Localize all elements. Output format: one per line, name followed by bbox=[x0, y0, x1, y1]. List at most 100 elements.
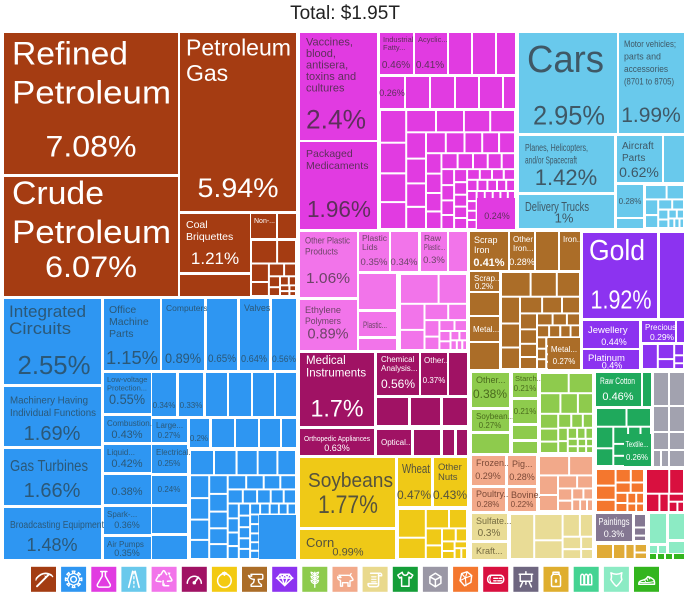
svg-text:0.27%: 0.27% bbox=[553, 357, 576, 366]
svg-text:Ethylene: Ethylene bbox=[305, 305, 341, 316]
svg-text:Gold: Gold bbox=[589, 235, 645, 267]
svg-text:Gas: Gas bbox=[186, 60, 228, 86]
svg-text:Metal...: Metal... bbox=[473, 325, 499, 334]
svg-text:Planes, Helicopters,: Planes, Helicopters, bbox=[525, 143, 588, 154]
svg-text:0.22%: 0.22% bbox=[511, 500, 534, 509]
svg-text:0.46%: 0.46% bbox=[602, 391, 633, 403]
svg-text:0.89%: 0.89% bbox=[308, 325, 349, 342]
svg-text:0.89%: 0.89% bbox=[165, 350, 201, 366]
svg-text:Refined: Refined bbox=[12, 36, 128, 72]
svg-text:0.36%: 0.36% bbox=[114, 520, 140, 530]
svg-text:Medical: Medical bbox=[306, 355, 346, 367]
svg-text:Total: $1.95T: Total: $1.95T bbox=[290, 3, 400, 24]
svg-text:6.07%: 6.07% bbox=[45, 251, 137, 284]
svg-text:0.27%: 0.27% bbox=[479, 421, 502, 430]
svg-text:1.66%: 1.66% bbox=[24, 480, 81, 502]
svg-text:Petroleum: Petroleum bbox=[186, 35, 291, 61]
svg-text:0.25%: 0.25% bbox=[158, 459, 181, 468]
svg-text:Parts: Parts bbox=[109, 328, 134, 340]
svg-text:1.21%: 1.21% bbox=[191, 249, 239, 268]
svg-text:1.7%: 1.7% bbox=[311, 396, 364, 423]
svg-text:0.46%: 0.46% bbox=[382, 60, 410, 71]
svg-text:Other...: Other... bbox=[424, 356, 450, 365]
svg-text:0.33%: 0.33% bbox=[180, 401, 203, 410]
svg-text:Fatty...: Fatty... bbox=[383, 43, 405, 52]
svg-text:Protection...: Protection... bbox=[107, 384, 147, 393]
svg-text:Frozen...: Frozen... bbox=[476, 458, 512, 468]
svg-text:1.92%: 1.92% bbox=[591, 285, 652, 315]
svg-text:0.26%: 0.26% bbox=[379, 88, 405, 98]
svg-text:0.35%: 0.35% bbox=[114, 548, 140, 558]
svg-text:Wheat: Wheat bbox=[402, 462, 430, 476]
svg-text:Pig...: Pig... bbox=[512, 459, 533, 469]
svg-text:toxins and: toxins and bbox=[306, 71, 356, 83]
svg-text:Scrap...: Scrap... bbox=[474, 274, 502, 283]
svg-text:0.3%: 0.3% bbox=[423, 255, 445, 266]
svg-text:Precious...: Precious... bbox=[645, 323, 683, 332]
svg-text:Soybeans: Soybeans bbox=[308, 469, 393, 492]
svg-text:0.3%: 0.3% bbox=[604, 529, 625, 539]
svg-text:0.41%: 0.41% bbox=[473, 257, 504, 269]
svg-text:Briquettes: Briquettes bbox=[186, 231, 233, 243]
svg-text:0.56%: 0.56% bbox=[381, 377, 415, 391]
svg-text:Motor vehicles;: Motor vehicles; bbox=[624, 39, 676, 50]
svg-text:Bovine...: Bovine... bbox=[511, 490, 546, 500]
svg-text:Products: Products bbox=[305, 247, 338, 258]
svg-text:1.69%: 1.69% bbox=[24, 423, 81, 445]
svg-text:Corn: Corn bbox=[306, 535, 334, 550]
svg-text:Circuits: Circuits bbox=[9, 320, 71, 338]
svg-text:1.96%: 1.96% bbox=[307, 196, 371, 222]
svg-text:Individual Functions: Individual Functions bbox=[10, 407, 96, 419]
svg-text:5.94%: 5.94% bbox=[198, 173, 279, 203]
svg-text:Aircraft: Aircraft bbox=[622, 141, 654, 152]
svg-text:0.28%: 0.28% bbox=[509, 257, 535, 267]
svg-text:0.44%: 0.44% bbox=[601, 337, 627, 347]
svg-text:Kraft...: Kraft... bbox=[476, 546, 503, 556]
svg-text:Sulfate...: Sulfate... bbox=[476, 516, 512, 526]
svg-text:Raw Cotton: Raw Cotton bbox=[600, 376, 635, 386]
svg-text:Starch...: Starch... bbox=[515, 374, 543, 383]
svg-text:Paintings: Paintings bbox=[599, 517, 630, 528]
svg-text:Chemical: Chemical bbox=[381, 355, 415, 364]
svg-text:Valves: Valves bbox=[244, 303, 271, 313]
svg-text:0.43%: 0.43% bbox=[111, 429, 142, 441]
svg-text:0.26%: 0.26% bbox=[626, 453, 648, 462]
svg-text:1.99%: 1.99% bbox=[621, 104, 681, 127]
svg-text:0.27%: 0.27% bbox=[158, 431, 181, 440]
svg-text:Polymers: Polymers bbox=[305, 316, 341, 327]
svg-text:Analysis...: Analysis... bbox=[381, 364, 417, 373]
svg-text:and/or Spacecraft: and/or Spacecraft bbox=[525, 156, 577, 167]
svg-text:0.24%: 0.24% bbox=[158, 485, 181, 494]
svg-text:antisera,: antisera, bbox=[306, 60, 348, 72]
svg-text:0.24%: 0.24% bbox=[484, 211, 510, 221]
svg-text:1.48%: 1.48% bbox=[26, 535, 77, 555]
svg-text:Office: Office bbox=[109, 304, 136, 316]
svg-text:Integrated: Integrated bbox=[9, 303, 86, 321]
svg-text:0.34%: 0.34% bbox=[391, 257, 418, 268]
svg-text:Plastic: Plastic bbox=[362, 233, 388, 243]
svg-text:Air Pumps: Air Pumps bbox=[107, 540, 144, 549]
svg-text:Spark-...: Spark-... bbox=[107, 510, 137, 519]
svg-text:Nuts: Nuts bbox=[438, 472, 458, 483]
svg-text:0.2%: 0.2% bbox=[475, 282, 493, 291]
svg-text:Plastic...: Plastic... bbox=[424, 242, 445, 252]
svg-text:Iron...: Iron... bbox=[563, 235, 583, 244]
svg-text:0.42%: 0.42% bbox=[111, 458, 142, 470]
svg-text:Crude: Crude bbox=[12, 175, 104, 211]
svg-text:Petroleum: Petroleum bbox=[12, 75, 171, 111]
svg-text:blood,: blood, bbox=[306, 48, 336, 60]
svg-text:0.43%: 0.43% bbox=[433, 488, 467, 502]
svg-text:0.65%: 0.65% bbox=[208, 353, 236, 365]
svg-text:0.35%: 0.35% bbox=[361, 257, 388, 268]
svg-text:Medicaments: Medicaments bbox=[306, 160, 368, 172]
svg-text:0.29%: 0.29% bbox=[650, 332, 675, 342]
svg-text:Broadcasting Equipment: Broadcasting Equipment bbox=[10, 520, 104, 531]
svg-text:Other Plastic: Other Plastic bbox=[305, 236, 350, 247]
svg-text:Metal...: Metal... bbox=[551, 345, 577, 354]
svg-text:Scrap: Scrap bbox=[474, 235, 498, 245]
svg-text:0.2%: 0.2% bbox=[190, 434, 208, 443]
svg-text:Petroleum: Petroleum bbox=[12, 214, 171, 250]
svg-text:Other: Other bbox=[513, 235, 533, 244]
svg-text:0.41%: 0.41% bbox=[416, 60, 444, 71]
svg-text:0.56%: 0.56% bbox=[272, 354, 296, 364]
